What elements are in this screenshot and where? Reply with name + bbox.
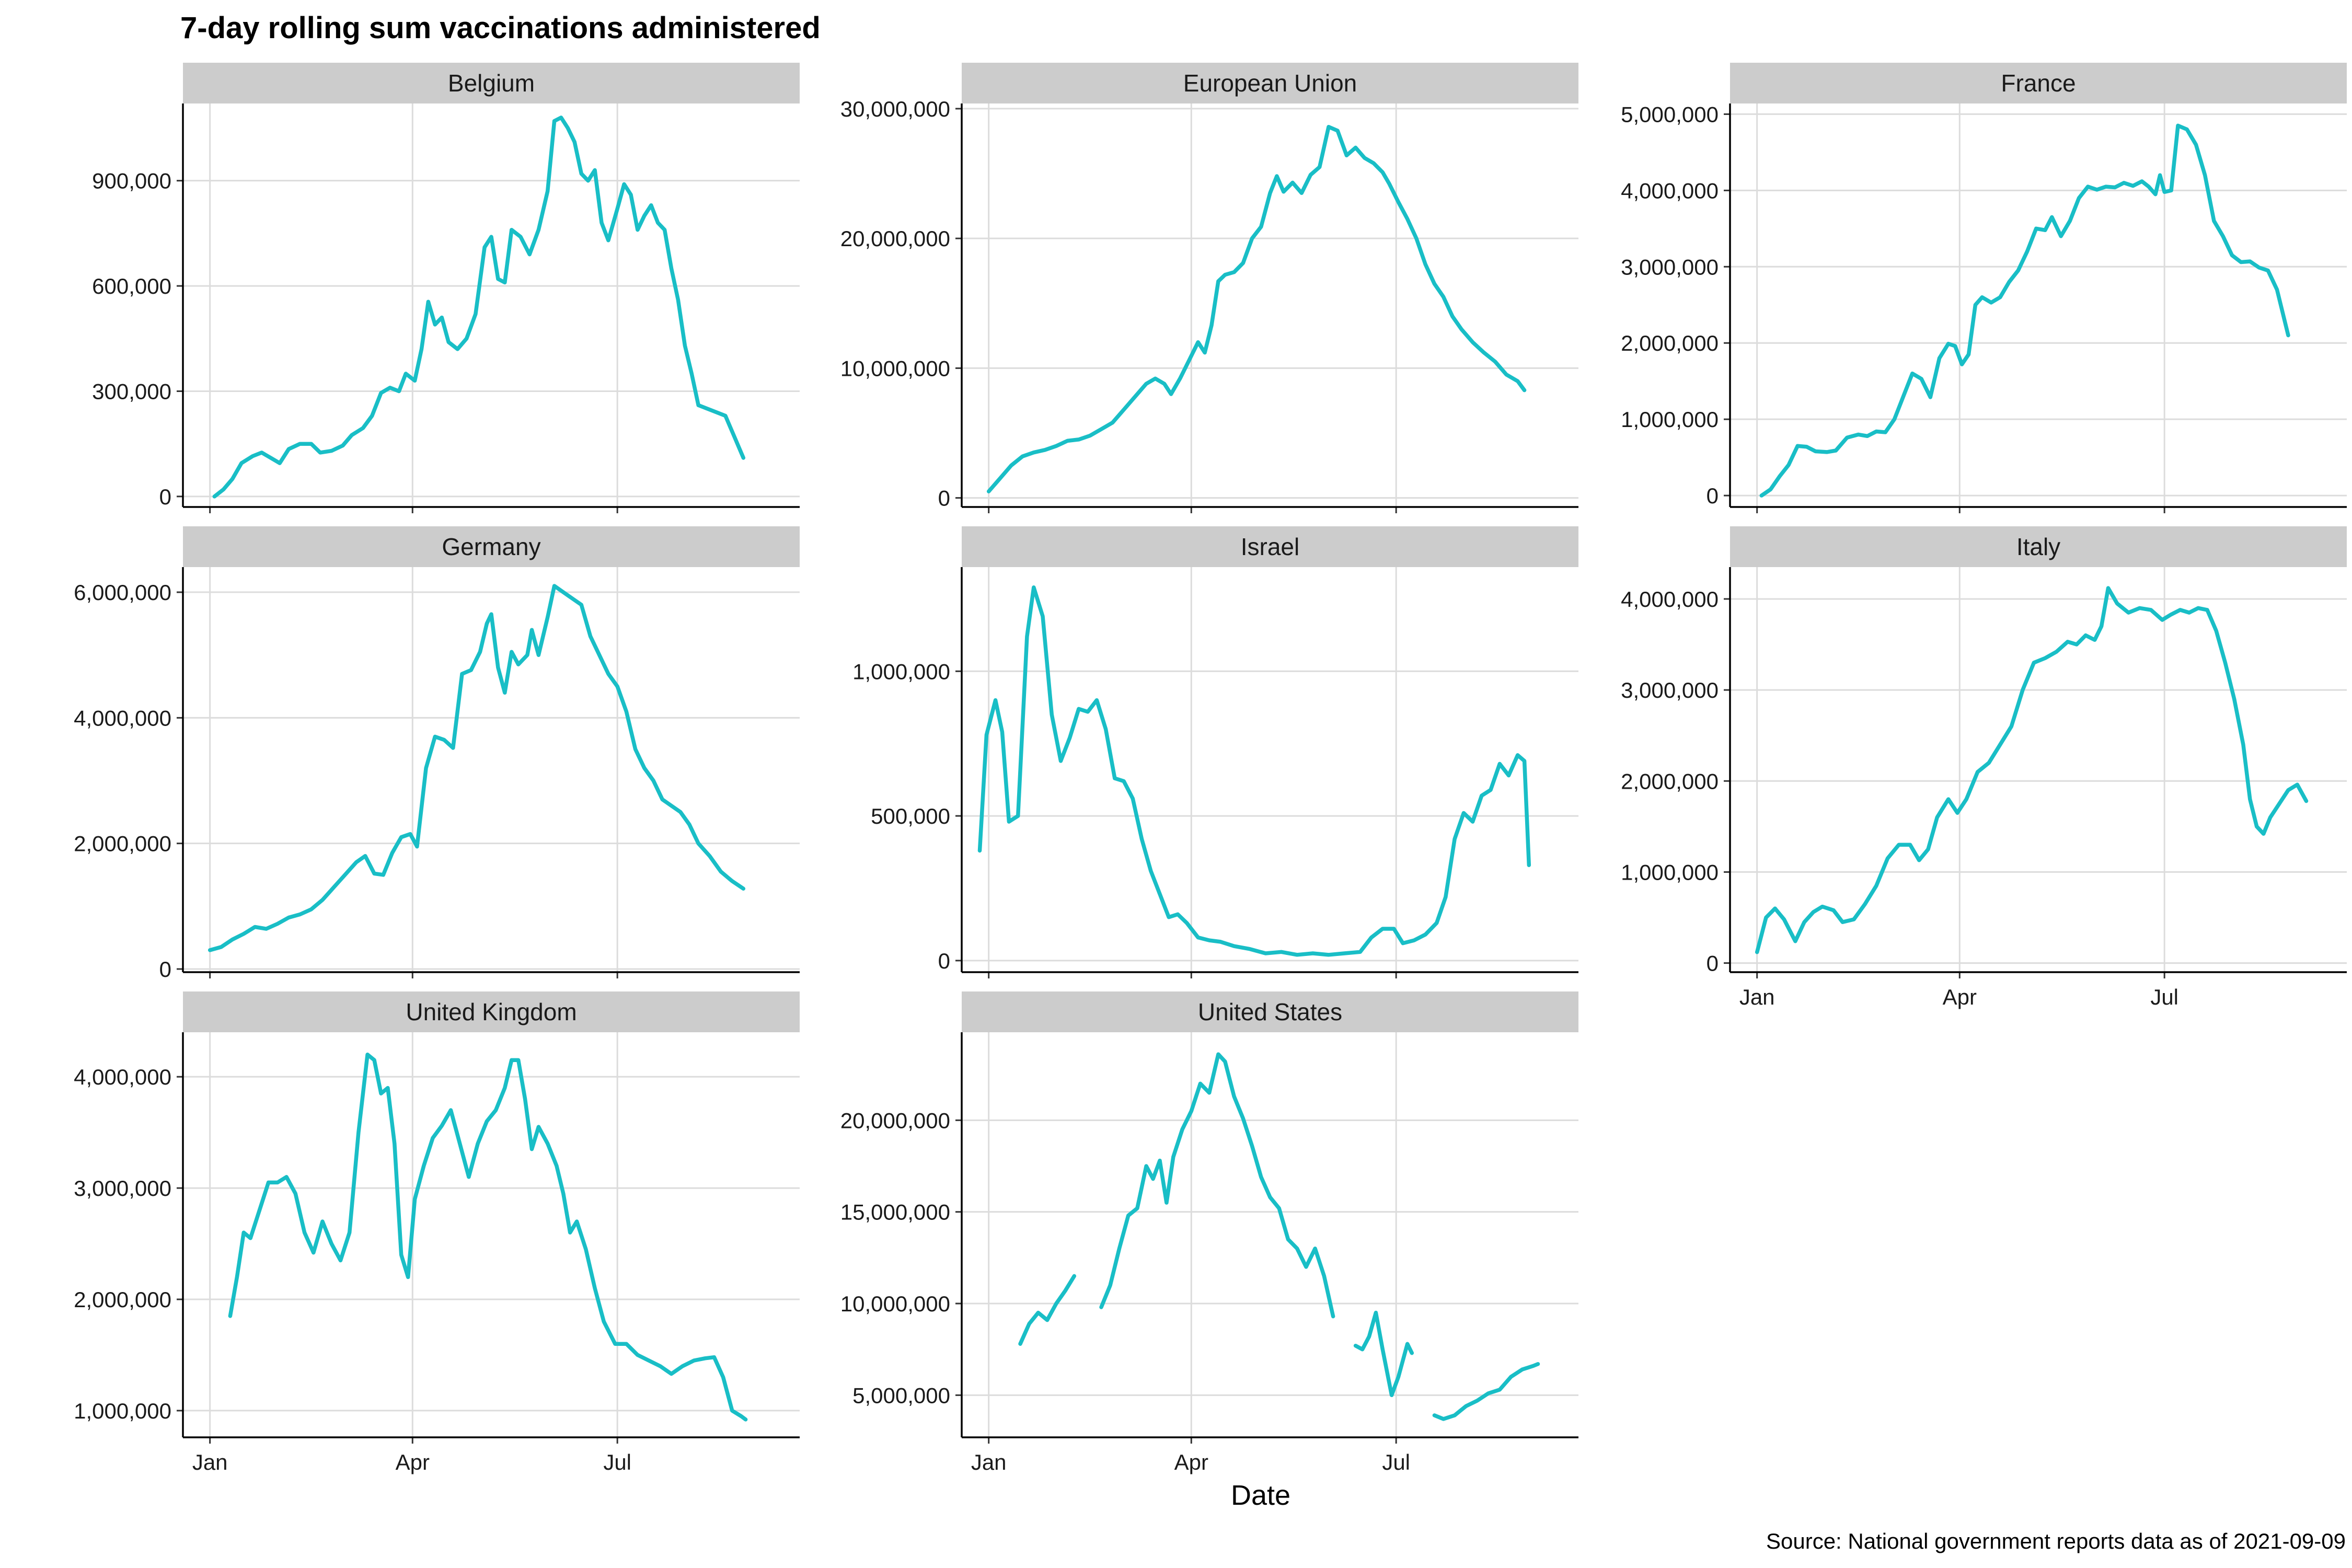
facet-strip-label: United Kingdom: [406, 998, 577, 1025]
series-line-united-states: [1353, 1310, 1414, 1398]
y-tick-label: 3,000,000: [1621, 255, 1719, 279]
x-tick-label: Jul: [603, 1450, 631, 1474]
y-tick-label: 2,000,000: [74, 1287, 171, 1312]
y-tick-label: 0: [159, 957, 171, 982]
facet-belgium: Belgium 0 300,000 600,000 900,000: [92, 63, 800, 513]
facet-strip: [962, 991, 1578, 1032]
y-tick-label: 0: [1707, 483, 1719, 508]
y-tick-label: 0: [938, 949, 950, 973]
y-tick-label: 10,000,000: [840, 1292, 950, 1316]
y-tick-label: 4,000,000: [1621, 178, 1719, 203]
x-tick-label: Jan: [971, 1450, 1007, 1474]
y-tick-label: 0: [1707, 951, 1719, 976]
facet-strip: [183, 526, 800, 567]
series-line-belgium: [212, 116, 746, 499]
y-tick-label: 0: [159, 485, 171, 509]
facet-strip: [183, 991, 800, 1032]
y-tick-label: 1,000,000: [74, 1399, 171, 1423]
facet-strip: [1730, 63, 2347, 103]
series-line-israel: [977, 585, 1531, 957]
facet-strip-label: Israel: [1241, 533, 1299, 560]
facet-united-states: United States 5,000,000 10,000,000 15,000,0…: [840, 991, 1578, 1474]
y-tick-label: 3,000,000: [1621, 678, 1719, 702]
y-tick-label: 30,000,000: [840, 97, 950, 121]
series-line-italy: [1755, 586, 2309, 954]
x-tick-label: Apr: [1174, 1450, 1208, 1474]
y-tick-label: 4,000,000: [74, 706, 171, 730]
facet-germany: Germany 0 2,000,000 4,000,000 6,000,000: [74, 526, 800, 982]
series-line-european-union: [986, 124, 1527, 493]
y-tick-label: 2,000,000: [1621, 331, 1719, 355]
y-tick-label: 2,000,000: [1621, 769, 1719, 793]
facet-strip-label: Italy: [2016, 533, 2060, 560]
y-tick-label: 20,000,000: [840, 226, 950, 251]
facet-strip: [962, 526, 1578, 567]
y-tick-label: 4,000,000: [74, 1065, 171, 1089]
x-tick-label: Apr: [396, 1450, 430, 1474]
y-tick-label: 5,000,000: [1621, 102, 1719, 126]
y-tick-label: 5,000,000: [852, 1383, 950, 1408]
y-tick-label: 6,000,000: [74, 580, 171, 605]
y-tick-label: 1,000,000: [1621, 407, 1719, 432]
facet-israel: Israel 0 500,000 1,000,000: [852, 526, 1578, 978]
y-tick-label: 1,000,000: [1621, 860, 1719, 884]
series-line-france: [1759, 123, 2290, 498]
x-tick-label: Apr: [1943, 985, 1977, 1009]
x-axis-title: Date: [1231, 1480, 1291, 1511]
y-tick-label: 500,000: [871, 804, 950, 828]
facet-european-union: European Union 0 10,000,000 20,000,000 30,00…: [840, 63, 1578, 513]
x-tick-label: Jul: [2150, 985, 2178, 1009]
facet-strip-label: France: [2001, 70, 2076, 97]
x-tick-label: Jul: [1382, 1450, 1410, 1474]
facet-strip: [183, 63, 800, 103]
y-tick-label: 0: [938, 486, 950, 511]
facet-strip: [1730, 526, 2347, 567]
y-tick-label: 15,000,000: [840, 1200, 950, 1225]
y-tick-label: 10,000,000: [840, 356, 950, 381]
series-line-united-states: [1018, 1274, 1077, 1346]
facet-france: France 0 1,000,000 2,000,000 3,000,000 4,000,…: [1621, 63, 2347, 513]
series-line-united-kingdom: [228, 1052, 748, 1422]
series-line-united-states: [1432, 1362, 1540, 1421]
y-tick-label: 3,000,000: [74, 1176, 171, 1201]
series-line-germany: [207, 584, 746, 952]
chart-title: 7-day rolling sum vaccinations administe…: [180, 11, 821, 45]
y-tick-label: 1,000,000: [852, 659, 950, 684]
facet-strip: [962, 63, 1578, 103]
x-tick-label: Jan: [192, 1450, 228, 1474]
y-tick-label: 300,000: [92, 379, 171, 403]
facet-strip-label: European Union: [1183, 70, 1357, 97]
y-tick-label: 2,000,000: [74, 832, 171, 856]
y-tick-label: 600,000: [92, 274, 171, 298]
facet-strip-label: Belgium: [448, 70, 535, 97]
y-tick-label: 20,000,000: [840, 1108, 950, 1133]
source-note: Source: National government reports data…: [1766, 1529, 2346, 1553]
facet-strip-label: United States: [1198, 998, 1342, 1025]
series-line-united-states: [1099, 1052, 1335, 1319]
facet-united-kingdom: United Kingdom 1,000,000 2,000,000 3,000,00…: [74, 991, 800, 1474]
y-tick-label: 900,000: [92, 169, 171, 193]
x-tick-label: Jan: [1739, 985, 1775, 1009]
facet-strip-label: Germany: [442, 533, 540, 560]
facet-italy: Italy 0 1,000,000 2,000,000 3,000,000 4,000,0…: [1621, 526, 2347, 1009]
y-tick-label: 4,000,000: [1621, 587, 1719, 612]
